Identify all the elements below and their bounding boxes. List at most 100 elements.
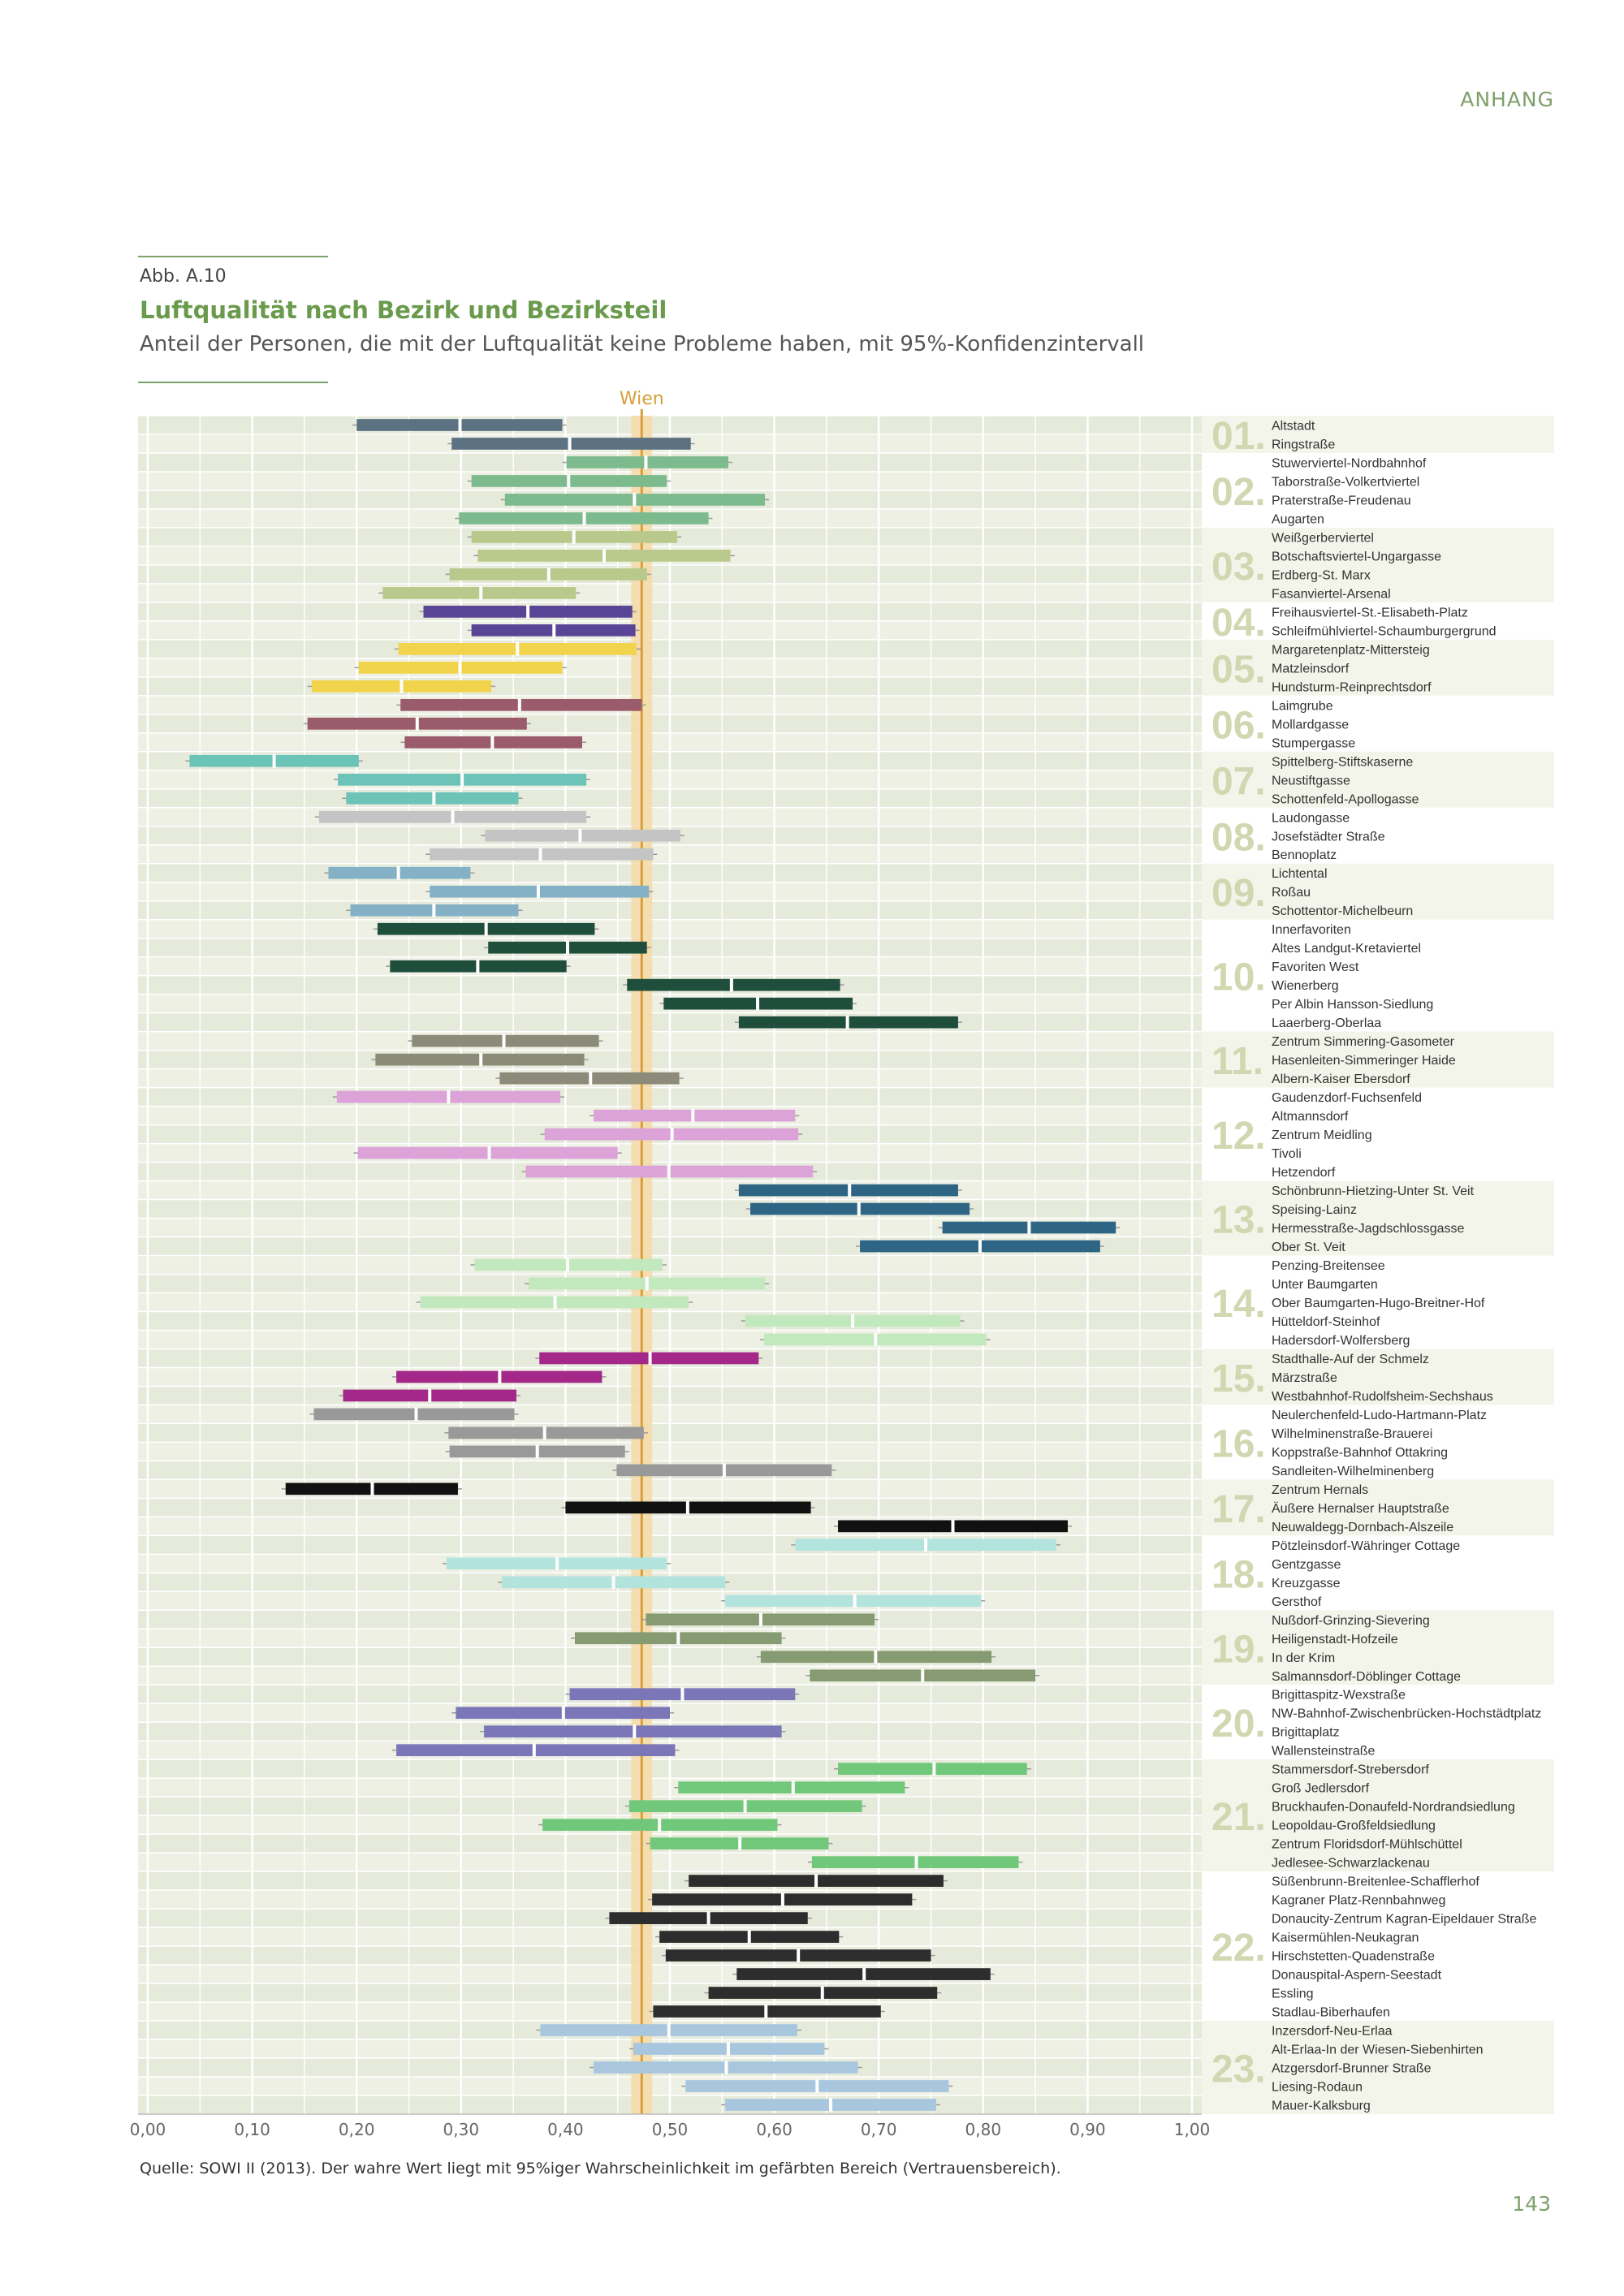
district-number: 09. bbox=[1212, 872, 1266, 915]
district-label-band bbox=[1202, 1479, 1554, 1536]
subdistrict-label: Innerfavoriten bbox=[1272, 923, 1351, 937]
subdistrict-label: Laaerberg-Oberlaa bbox=[1272, 1016, 1381, 1030]
subdistrict-label: Wilhelminenstraße-Brauerei bbox=[1272, 1427, 1432, 1441]
x-tick-label: 1,00 bbox=[1174, 2120, 1211, 2139]
subdistrict-label: Kaisermühlen-Neukagran bbox=[1272, 1931, 1419, 1945]
district-number: 16. bbox=[1212, 1422, 1266, 1465]
district-number: 23. bbox=[1212, 2048, 1266, 2091]
district-label-band bbox=[1202, 1685, 1554, 1760]
district-number: 06. bbox=[1212, 704, 1266, 747]
subdistrict-label: Zentrum Hernals bbox=[1272, 1483, 1368, 1497]
x-tick-label: 0,00 bbox=[130, 2120, 166, 2139]
subdistrict-label: Nußdorf-Grinzing-Sievering bbox=[1272, 1614, 1430, 1628]
ci-bar bbox=[627, 978, 840, 991]
district-number: 15. bbox=[1212, 1357, 1266, 1400]
district-number: 13. bbox=[1212, 1199, 1266, 1242]
subdistrict-label: Kagraner Platz-Rennbahnweg bbox=[1272, 1894, 1445, 1908]
district-label-band bbox=[1202, 807, 1554, 864]
subdistrict-label: Tivoli bbox=[1272, 1147, 1302, 1161]
subdistrict-label: Altes Landgut-Kretaviertel bbox=[1272, 942, 1421, 956]
subdistrict-label: Inzersdorf-Neu-Erlaa bbox=[1272, 2025, 1393, 2039]
subdistrict-label: Laimgrube bbox=[1272, 699, 1333, 713]
subdistrict-label: Bennoplatz bbox=[1272, 848, 1337, 862]
x-tick-label: 0,60 bbox=[756, 2120, 793, 2139]
district-label-band bbox=[1202, 1871, 1554, 2022]
subdistrict-label: Stadlau-Biberhaufen bbox=[1272, 2006, 1390, 2020]
subdistrict-label: Brigittaspitz-Wexstraße bbox=[1272, 1689, 1406, 1703]
subdistrict-label: Hermesstraße-Jagdschlossgasse bbox=[1272, 1222, 1465, 1236]
subdistrict-label: Josefstädter Straße bbox=[1272, 830, 1385, 844]
subdistrict-label: Fasanviertel-Arsenal bbox=[1272, 587, 1391, 601]
x-tick-label: 0,70 bbox=[861, 2120, 897, 2139]
subdistrict-label: Praterstraße-Freudenau bbox=[1272, 494, 1411, 507]
subdistrict-label: Gaudenzdorf-Fuchsenfeld bbox=[1272, 1091, 1422, 1105]
district-label-band bbox=[1202, 1180, 1554, 1256]
subdistrict-label: In der Krim bbox=[1272, 1651, 1335, 1665]
subdistrict-label: Äußere Hernalser Hauptstraße bbox=[1272, 1501, 1449, 1516]
subdistrict-label: Stammersdorf-Strebersdorf bbox=[1272, 1763, 1429, 1777]
x-tick-label: 0,30 bbox=[443, 2120, 480, 2139]
district-label-band bbox=[1202, 1031, 1554, 1088]
district-label-band bbox=[1202, 416, 1554, 453]
subdistrict-label: Hasenleiten-Simmeringer Haide bbox=[1272, 1054, 1456, 1068]
confidence-interval-chart: Wien Altstadt Ringstraße 01. Stuwerviertel-N… bbox=[130, 389, 1554, 2139]
subdistrict-label: Ringstraße bbox=[1272, 438, 1335, 451]
subdistrict-label: Stadthalle-Auf der Schmelz bbox=[1272, 1353, 1429, 1366]
wien-reference-label: Wien bbox=[620, 389, 664, 409]
subdistrict-label: Donauspital-Aspern-Seestadt bbox=[1272, 1969, 1442, 1983]
subdistrict-label: Hundsturm-Reinprechtsdorf bbox=[1272, 680, 1432, 694]
subdistrict-label: Weißgerberviertel bbox=[1272, 531, 1374, 545]
subdistrict-label: Altstadt bbox=[1272, 419, 1315, 433]
district-number: 12. bbox=[1212, 1115, 1266, 1158]
subdistrict-label: Liesing-Rodaun bbox=[1272, 2081, 1363, 2095]
district-label-band bbox=[1202, 1610, 1554, 1685]
district-number: 21. bbox=[1212, 1796, 1266, 1839]
district-label-band bbox=[1202, 452, 1554, 528]
source-note: Quelle: SOWI II (2013). Der wahre Wert l… bbox=[140, 2160, 1061, 2177]
subdistrict-label: Süßenbrunn-Breitenlee-Schafflerhof bbox=[1272, 1875, 1479, 1889]
subdistrict-label: Margaretenplatz-Mittersteig bbox=[1272, 643, 1430, 657]
subdistrict-label: Essling bbox=[1272, 1987, 1314, 2001]
district-number: 20. bbox=[1212, 1703, 1266, 1746]
subdistrict-label: Penzing-Breitensee bbox=[1272, 1259, 1385, 1273]
subdistrict-label: Hadersdorf-Wolfersberg bbox=[1272, 1334, 1410, 1348]
district-label-band bbox=[1202, 919, 1554, 1032]
district-label-band bbox=[1202, 602, 1554, 640]
subdistrict-label: Spittelberg-Stiftskaserne bbox=[1272, 755, 1413, 769]
page-number: 143 bbox=[1512, 2192, 1551, 2216]
x-tick-label: 0,20 bbox=[339, 2120, 375, 2139]
subdistrict-label: Taborstraße-Volkertviertel bbox=[1272, 475, 1419, 489]
subdistrict-label: Westbahnhof-Rudolfsheim-Sechshaus bbox=[1272, 1390, 1493, 1404]
subdistrict-label: Neustiftgasse bbox=[1272, 774, 1350, 788]
subdistrict-label: Kreuzgasse bbox=[1272, 1577, 1341, 1590]
subdistrict-label: Groß Jedlersdorf bbox=[1272, 1782, 1370, 1796]
subdistrict-label: Hütteldorf-Steinhof bbox=[1272, 1315, 1380, 1329]
subdistrict-label: Stuwerviertel-Nordbahnhof bbox=[1272, 456, 1427, 470]
subdistrict-label: Schottentor-Michelbeurn bbox=[1272, 904, 1413, 918]
subdistrict-label: Salmannsdorf-Döblinger Cottage bbox=[1272, 1670, 1461, 1684]
subdistrict-label: Schottenfeld-Apollogasse bbox=[1272, 792, 1419, 806]
subdistrict-label: Unter Baumgarten bbox=[1272, 1278, 1378, 1292]
district-number: 17. bbox=[1212, 1488, 1266, 1531]
subdistrict-label: Mollardgasse bbox=[1272, 718, 1349, 732]
district-number: 02. bbox=[1212, 471, 1266, 514]
district-number: 19. bbox=[1212, 1628, 1266, 1671]
subdistrict-label: Hirschstetten-Quadenstraße bbox=[1272, 1950, 1435, 1964]
district-number: 22. bbox=[1212, 1927, 1266, 1970]
district-number: 11. bbox=[1212, 1040, 1263, 1083]
subdistrict-label: Schönbrunn-Hietzing-Unter St. Veit bbox=[1272, 1185, 1475, 1198]
district-label-band bbox=[1202, 1349, 1554, 1405]
subdistrict-label: Augarten bbox=[1272, 512, 1324, 526]
subdistrict-label: Freihausviertel-St.-Elisabeth-Platz bbox=[1272, 606, 1468, 619]
subdistrict-label: Gersthof bbox=[1272, 1595, 1322, 1609]
district-label-band bbox=[1202, 639, 1554, 696]
section-header-label: ANHANG bbox=[1460, 88, 1554, 111]
subdistrict-label: Favoriten West bbox=[1272, 960, 1359, 974]
district-number: 03. bbox=[1212, 546, 1266, 589]
district-number: 05. bbox=[1212, 648, 1266, 691]
subdistrict-label: Koppstraße-Bahnhof Ottakring bbox=[1272, 1446, 1448, 1460]
district-number: 04. bbox=[1212, 602, 1266, 645]
subdistrict-label: Gentzgasse bbox=[1272, 1558, 1341, 1572]
ci-bar bbox=[485, 829, 680, 842]
bottom-rule bbox=[138, 382, 328, 383]
